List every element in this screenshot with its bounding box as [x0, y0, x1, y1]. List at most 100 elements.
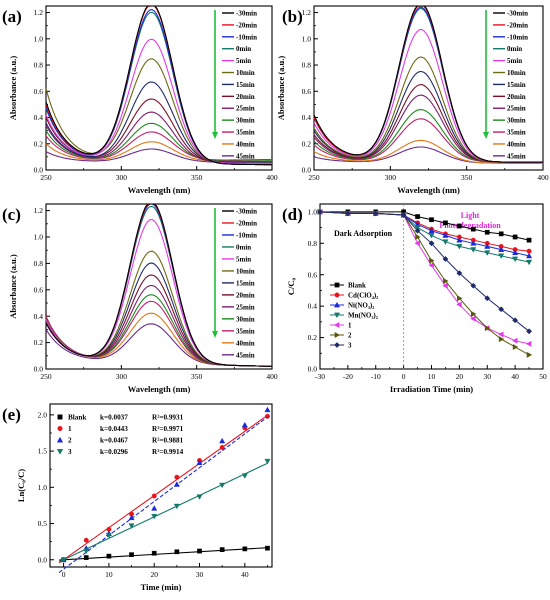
y-tick-label: 0.8	[308, 239, 318, 248]
legend-label: 45min	[236, 152, 255, 160]
y-tick-label: 0.8	[302, 61, 312, 70]
legend-label: 0min	[236, 243, 251, 251]
y-tick-label: 0.2	[34, 139, 44, 148]
data-point	[457, 295, 463, 302]
panel-b-uv-spectra: 250 300 350 400 0.0 0.2 0.4 0.6 0.8 1.0 1.2 Wavelen…	[276, 5, 549, 195]
y-tick-label: 0.8	[34, 61, 44, 70]
data-point	[470, 240, 477, 246]
legend-item: 25min	[222, 105, 255, 113]
legend-label: 5min	[507, 57, 522, 65]
legend-label: 10min	[507, 69, 526, 77]
y-tick-label: 0.5	[38, 519, 48, 528]
x-tick-label: 250	[40, 173, 52, 182]
legend-swatch-marker	[57, 414, 63, 420]
legend-label: 1	[348, 322, 352, 330]
y-tick-label: 0.4	[302, 113, 312, 122]
data-point	[484, 229, 490, 235]
data-point	[197, 548, 202, 554]
y-tick-label: 0.2	[308, 333, 318, 342]
data-point	[241, 473, 248, 479]
x-tick-label: 300	[385, 173, 397, 182]
x-ticks: 0 10 20 30 40	[62, 563, 268, 579]
spectrum-line	[45, 5, 273, 166]
y-axis-title: Absorbance (a.u.)	[8, 56, 18, 121]
legend-item: -30min	[222, 208, 257, 216]
legend-label: 3	[68, 448, 72, 456]
y-tick-label: 0.4	[308, 302, 318, 311]
data-point	[400, 212, 407, 218]
data-point	[525, 340, 532, 347]
data-point	[429, 257, 435, 264]
data-point	[442, 232, 449, 238]
spectrum-line	[45, 203, 273, 367]
data-point	[428, 233, 435, 239]
legend-swatch-marker	[333, 312, 341, 319]
data-point	[151, 513, 158, 520]
legend-label: 30min	[236, 315, 255, 323]
y-tick-label: 1.0	[302, 34, 312, 43]
legend-label: 20min	[236, 291, 255, 299]
data-point	[470, 247, 477, 253]
legend-label: 40min	[236, 339, 255, 347]
legend-label: 30min	[236, 117, 255, 125]
x-tick-label: 350	[191, 372, 203, 381]
legend-swatch-marker	[334, 282, 340, 288]
legend-label: 35min	[236, 129, 255, 137]
x-tick-label: 20	[150, 570, 158, 579]
data-point	[456, 237, 463, 243]
y-ticks: 0.0 0.2 0.4 0.6 0.8 1.0 1.2	[34, 206, 50, 374]
legend-item: 30min	[493, 117, 526, 125]
legend-item: 40min	[493, 140, 526, 148]
x-ticks: 250 300 350 400	[308, 166, 549, 182]
legend-item: 5min	[222, 57, 251, 65]
x-tick-label: 300	[116, 173, 128, 182]
legend-label: 1	[68, 425, 72, 433]
plot-frame	[49, 403, 273, 568]
y-tick-label: 0.0	[34, 166, 44, 175]
data-point	[219, 547, 225, 552]
legend-k-value: k=0.0467	[100, 437, 128, 445]
legend-label: 25min	[236, 105, 255, 113]
legend-label: 20min	[236, 93, 255, 101]
data-point	[83, 555, 89, 560]
data-point	[428, 262, 434, 269]
legend-label: 15min	[236, 81, 255, 89]
legend-label: -30min	[236, 10, 257, 18]
data-point	[219, 437, 226, 444]
x-tick-label: -10	[371, 372, 381, 381]
legend-item: -10min	[222, 231, 257, 239]
x-tick-label: 350	[461, 173, 473, 182]
legend-label: Mn(NO₃)₂	[348, 312, 378, 320]
legend-label: 10min	[236, 69, 255, 77]
data-point	[484, 250, 491, 256]
x-tick-label: -20	[343, 372, 353, 381]
fit-line	[58, 414, 268, 564]
spectrum-line	[45, 38, 272, 164]
data-point	[428, 240, 435, 247]
y-axis-title: Absorbance (a.u.)	[8, 254, 18, 319]
x-tick-label: 10	[105, 570, 113, 579]
data-point	[128, 514, 135, 521]
light-annotation: Light	[461, 211, 480, 220]
panel-label: (a)	[2, 7, 22, 26]
data-point	[498, 336, 505, 343]
data-point	[512, 234, 518, 240]
panels: 250 300 350 4000.00.20.40.60.81.01.2Wavelen…	[8, 5, 549, 592]
dark-adsorption-annotation: Dark Adsorption	[334, 229, 393, 238]
data-point	[415, 233, 421, 241]
data-point	[498, 246, 505, 252]
data-point	[526, 248, 532, 254]
legend-item: 45min	[222, 152, 255, 160]
spectra-curves	[313, 5, 543, 164]
legend-item: 5min	[493, 57, 522, 65]
legend-item: 0min	[222, 243, 251, 251]
legend-item: Mn(NO₃)₂	[330, 312, 378, 320]
y-tick-label: 1.2	[302, 8, 312, 17]
data-point	[60, 557, 67, 563]
y-tick-label: 2.0	[38, 410, 48, 419]
legend-item: 20min	[493, 93, 526, 101]
fit-line	[58, 462, 268, 563]
data-point	[174, 474, 180, 480]
y-tick-label: 1.2	[34, 8, 44, 17]
